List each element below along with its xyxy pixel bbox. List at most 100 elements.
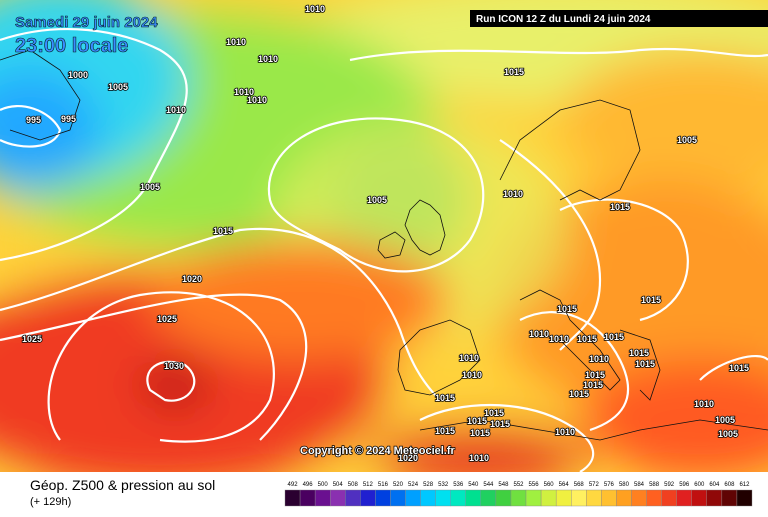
isobars [0,27,768,473]
isobar-label: 1015 [629,348,649,358]
isobar-label: 995 [61,114,76,124]
colorbar-cell [314,489,331,507]
colorbar-label: 588 [649,482,660,488]
colorbar-cell [450,489,466,507]
isobar-label: 1005 [108,82,128,92]
colorbar-label: 572 [589,482,600,488]
colorbar-label: 564 [559,482,570,488]
colorbar-label: 580 [619,482,630,488]
isobar-label: 1020 [398,453,418,463]
colorbar-label: 512 [363,482,374,488]
isobar-label: 1000 [68,70,88,80]
isobar-label: 1010 [305,4,325,14]
colorbar-label: 508 [348,482,359,488]
isobar-label: 1015 [484,408,504,418]
colorbar-label: 584 [634,482,645,488]
isobar-label: 1005 [715,415,735,425]
isobar-label: 1020 [182,274,202,284]
isobar-label: 1010 [462,370,482,380]
colorbar-label: 608 [724,482,735,488]
colorbar-cell [360,489,376,507]
colorbar-cell [631,489,647,507]
copyright: Copyright © 2024 Meteociel.fr [300,445,456,457]
colorbar-cell [646,489,662,507]
colorbar-cell [495,489,512,507]
colorbar-cell [375,489,391,507]
isobar-label: 1025 [22,334,42,344]
run-banner [470,10,768,27]
isobar-label: 1015 [577,334,597,344]
colorbar-cell [390,489,406,507]
colorbar-cell [405,489,421,507]
colorbar-label: 600 [694,482,705,488]
isobar-label: 1010 [503,189,523,199]
forecast-time: 23:00 locale [15,35,128,57]
run-info: Run ICON 12 Z du Lundi 24 juin 2024 [476,14,651,25]
isobar-label: 1010 [694,399,714,409]
isobar-label: 1010 [529,329,549,339]
isobar-label: 995 [26,115,41,125]
isobar-label: 1015 [610,202,630,212]
field [0,0,768,490]
colorbar-label: 560 [544,482,555,488]
colorbar-label: 528 [423,482,434,488]
colorbar-label: 532 [438,482,449,488]
isobar-label: 1005 [367,195,387,205]
isobar-label: 1015 [604,332,624,342]
isobar-label: 1010 [555,427,575,437]
colorbar-cell [435,489,451,507]
isobar-label: 1015 [470,428,490,438]
colorbar-cell [661,489,677,507]
colorbar-label: 520 [393,482,404,488]
colorbar-cell [345,489,361,507]
isobar-label: 1015 [557,304,577,314]
isobar-label: 1010 [469,453,489,463]
colorbar-cell [676,489,692,507]
forecast-date: Samedi 29 juin 2024 [15,14,158,31]
colorbar-cell [706,489,723,507]
colorbar-label: 536 [453,482,464,488]
colorbar-cell [510,489,527,507]
isobar-label: 1010 [234,87,254,97]
isobar-label: 1010 [549,334,569,344]
footer-subtitle: (+ 129h) [30,496,71,508]
colorbar-cell [540,489,557,507]
colorbar-cell [721,489,738,507]
colorbar-cell [465,489,482,507]
isobar-label: 1030 [164,361,184,371]
coastlines [0,49,768,441]
isobar-label: 1010 [166,105,186,115]
isobar-label: 1005 [140,182,160,192]
colorbar-cell [480,489,497,507]
colorbar-label: 612 [739,482,750,488]
isobar-label: 1010 [247,95,267,105]
isobar-label: 1005 [718,429,738,439]
colorbar-label: 548 [498,482,509,488]
isobar-label: 1010 [226,37,246,47]
colorbar-label: 500 [318,482,329,488]
colorbar-cell [571,489,587,507]
colorbar: 492 496 500 504 508 512 516 520 524 528 532 536 540 5… [284,482,753,507]
isobar-label: 1010 [589,354,609,364]
isobar-label: 1015 [641,295,661,305]
isobar-label: 1015 [635,359,655,369]
colorbar-cell [299,489,316,507]
isobar-label: 1015 [504,67,524,77]
colorbar-cell [420,489,436,507]
colorbar-label: 496 [303,482,314,488]
isobar-label: 1015 [213,226,233,236]
isobar-label: 1015 [490,419,510,429]
colorbar-label: 524 [408,482,419,488]
footer-title: Géop. Z500 & pression au sol [30,477,215,493]
colorbar-label: 568 [574,482,585,488]
colorbar-label: 556 [529,482,540,488]
colorbar-label: 544 [483,482,494,488]
colorbar-label: 596 [679,482,690,488]
colorbar-label: 592 [664,482,675,488]
colorbar-cell [691,489,708,507]
isobar-label: 1015 [569,389,589,399]
isobar-label: 1015 [583,380,603,390]
isobar-label: 1005 [677,135,697,145]
